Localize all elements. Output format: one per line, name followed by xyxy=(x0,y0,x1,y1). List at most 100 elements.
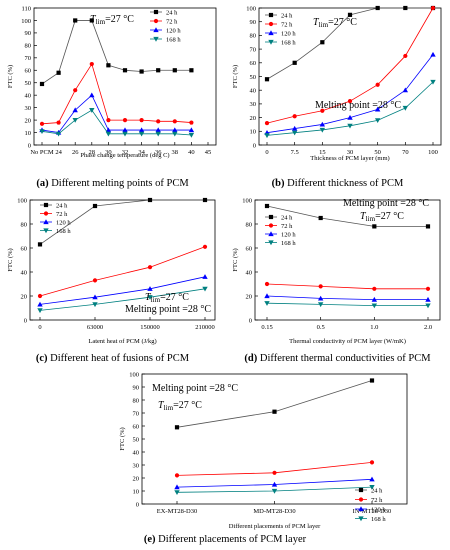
chart-a-point-120h xyxy=(89,92,95,98)
chart-e-ytick-label: 30 xyxy=(133,462,140,469)
chart-e-legend-marker xyxy=(358,506,364,512)
chart-a-ytick-label: 80 xyxy=(25,43,32,50)
chart-b-point-120h xyxy=(402,87,409,93)
chart-c-ylabel: FTC (%) xyxy=(7,248,14,271)
chart-b-point-168h xyxy=(374,118,381,124)
chart-e-annotation-T: T xyxy=(158,400,165,411)
chart-d-legend-marker xyxy=(268,231,274,237)
chart-d-point-168h xyxy=(371,303,378,309)
chart-c-point-24h xyxy=(147,197,153,203)
chart-d-legend-label: 168 h xyxy=(281,240,296,247)
chart-svg-e: 0 10 20 30 40 50 60 70 80 90 100 EX-MT28-D30 MD-MT28… xyxy=(119,371,408,530)
caption-e-label: (e) xyxy=(143,534,156,545)
chart-c-point-24h xyxy=(92,203,98,209)
chart-a-point-24h xyxy=(189,68,194,73)
chart-c-xtick-label: 0 xyxy=(38,324,41,331)
chart-b-ytick-label: 80 xyxy=(250,33,257,40)
chart-a-point-72h xyxy=(56,120,61,125)
caption-d-text: Different thermal conductivities of PCM xyxy=(259,353,431,364)
chart-a-point-120h xyxy=(72,107,78,113)
chart-d-xlabel: Thermal conductivity of PCM layer (W/mK) xyxy=(289,338,406,345)
chart-a-ytick-label: 110 xyxy=(21,5,31,12)
chart-e-ytick-label: 10 xyxy=(133,488,140,495)
chart-b-point-168h xyxy=(402,105,409,111)
chart-a-legend-label: 24 h xyxy=(166,9,178,16)
chart-a-series-line-120h xyxy=(41,94,192,133)
chart-a-xtick-label: 26 xyxy=(72,149,79,156)
chart-d-point-72h xyxy=(372,286,377,291)
chart-b-legend-marker xyxy=(268,12,274,18)
chart-b-point-72h xyxy=(320,108,325,113)
chart-a-point-72h xyxy=(89,61,94,67)
chart-b-point-120h xyxy=(291,125,298,131)
chart-a-point-168h xyxy=(105,131,112,137)
chart-a-legend: 24 h 72 h 120 h 168 h xyxy=(150,9,181,43)
chart-d-annotation-T: T xyxy=(360,211,367,222)
chart-b-ytick-label: 20 xyxy=(250,115,257,122)
chart-c-annotation-T: T xyxy=(145,292,152,303)
chart-a-point-24h xyxy=(39,81,45,87)
chart-a-xtick-label: 40 xyxy=(188,149,195,156)
chart-e-ytick-label: 100 xyxy=(129,371,139,378)
caption-e: (e) Different placements of PCM layer xyxy=(0,534,450,545)
chart-d-annotation-sub: lim xyxy=(366,215,376,223)
chart-c-legend-marker xyxy=(43,202,49,208)
chart-a-xtick-label: No PCM xyxy=(30,149,54,156)
chart-e-legend: 24 h 72 h 120 h 168 h xyxy=(355,487,386,523)
chart-b-ylabel: FTC (%) xyxy=(232,65,239,88)
chart-d-point-120h xyxy=(264,293,270,299)
chart-c-legend-label: 120 h xyxy=(56,219,71,226)
chart-a-point-120h xyxy=(188,127,195,133)
chart-d-ylabel: FTC (%) xyxy=(232,248,239,271)
chart-b-point-24h xyxy=(292,60,297,65)
chart-c-point-168h xyxy=(147,295,153,300)
chart-c-annotation-sub: lim xyxy=(151,296,161,304)
chart-b-point-72h xyxy=(347,99,353,104)
chart-a-annotation: Tlim=27 °C xyxy=(90,14,134,26)
chart-e-legend-label: 120 h xyxy=(371,506,386,513)
chart-a-series-line-24h xyxy=(41,20,192,85)
chart-b-legend-label: 120 h xyxy=(281,30,296,37)
chart-b-point-120h xyxy=(319,121,326,127)
chart-e-ytick-label: 80 xyxy=(133,397,140,404)
chart-a-point-72h xyxy=(122,117,128,123)
chart-a-point-72h xyxy=(73,88,78,93)
chart-b-ytick-label: 100 xyxy=(246,5,256,12)
chart-c-legend-label: 72 h xyxy=(56,211,68,218)
chart-b-point-24h xyxy=(264,77,270,82)
chart-c-point-120h xyxy=(92,294,98,300)
chart-e-annotation-rest: =27 °C xyxy=(173,400,202,411)
caption-b-text: Different thickness of PCM xyxy=(287,178,404,189)
chart-a-ytick-label: 90 xyxy=(25,30,32,37)
chart-a-ytick-label: 0 xyxy=(28,142,31,149)
chart-a-point-72h xyxy=(106,117,111,123)
chart-b-xtick-label: 30 xyxy=(347,149,354,156)
chart-e-point-168h xyxy=(174,490,180,495)
chart-panel-e: 0 10 20 30 40 50 60 70 80 90 100 EX-MT28-D30 MD-MT28… xyxy=(0,370,450,550)
chart-svg-a: 0 10 20 30 40 50 60 70 80 90 100 110 No PCM 24 26 28 30 3… xyxy=(7,5,217,159)
chart-d-point-72h xyxy=(318,284,323,289)
chart-b-ytick-label: 70 xyxy=(250,46,257,53)
chart-b-ytick-label: 40 xyxy=(250,88,257,95)
chart-e-ytick-label: 90 xyxy=(133,384,140,391)
chart-a-ylabel: FTC (%) xyxy=(7,65,14,88)
chart-d-ytick-label: 100 xyxy=(242,197,252,204)
chart-a-annotation-T: T xyxy=(90,14,97,25)
chart-b-annotation: Tlim=27 °C xyxy=(313,17,357,29)
chart-d-point-168h xyxy=(317,302,324,308)
chart-c-annotation-rest: =27 °C xyxy=(160,292,189,303)
chart-c-point-72h xyxy=(202,244,208,249)
chart-c-ytick-label: 0 xyxy=(24,317,27,324)
chart-e-ylabel: FTC (%) xyxy=(119,427,126,450)
chart-d-annotation-rest: =27 °C xyxy=(375,211,404,222)
chart-b-point-168h xyxy=(347,123,353,129)
chart-b-legend-marker xyxy=(268,30,274,36)
chart-a-point-120h xyxy=(138,127,145,133)
chart-b-annotation-rest: =27 °C xyxy=(328,17,357,28)
chart-b-point-24h xyxy=(347,12,353,17)
chart-c-legend-label: 24 h xyxy=(56,202,68,209)
chart-e-ytick-label: 20 xyxy=(133,475,140,482)
chart-d-point-72h xyxy=(264,281,270,287)
chart-e-xtick-label: IN-MT28-D30 xyxy=(353,508,392,515)
chart-d-point-120h xyxy=(371,296,378,302)
